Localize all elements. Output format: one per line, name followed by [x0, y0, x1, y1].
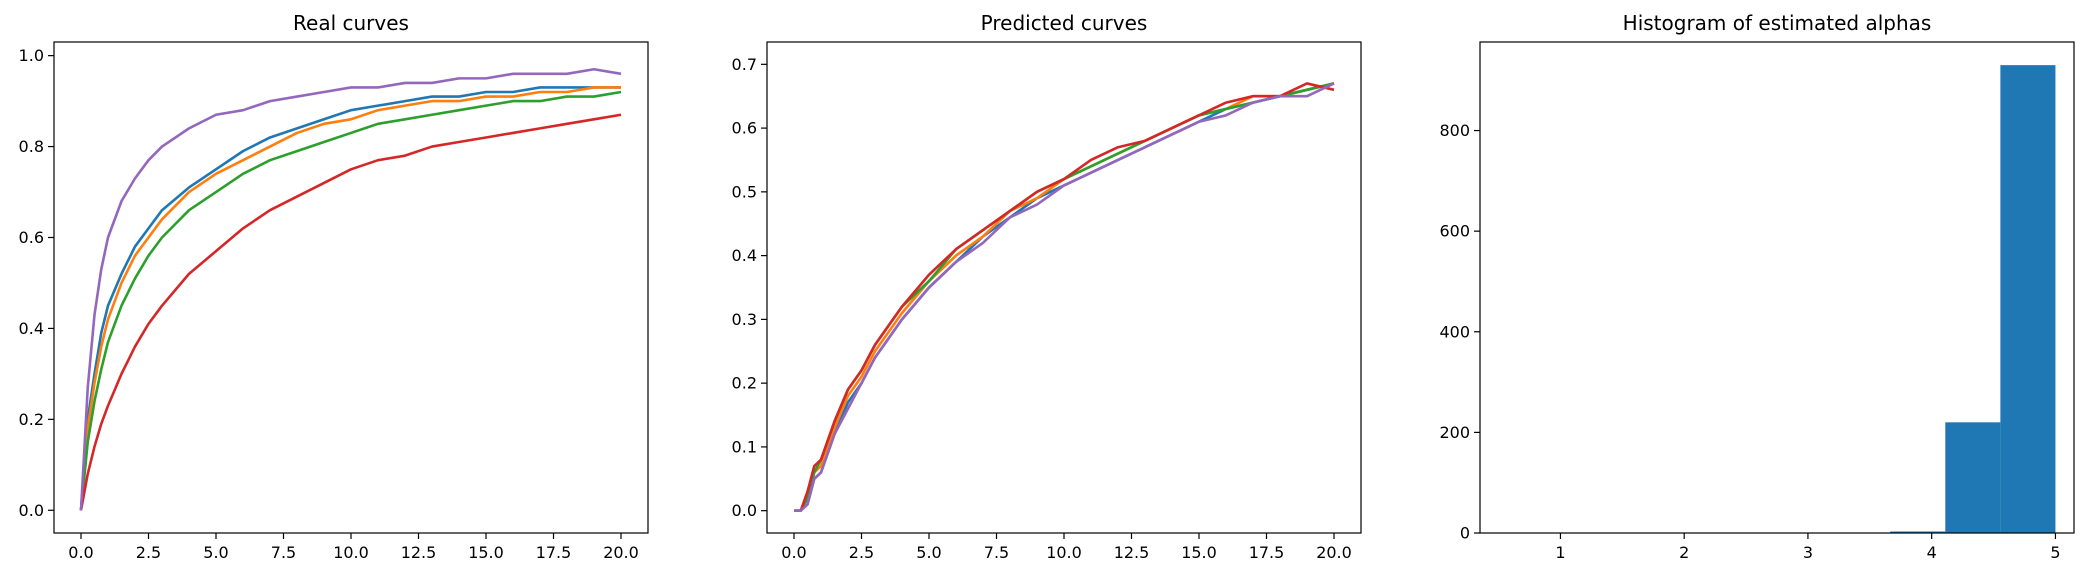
x-tick-label: 15.0: [468, 543, 504, 562]
x-tick-label: 3: [1803, 543, 1813, 562]
real-curves-series-orange-line: [79, 86, 621, 511]
x-tick-label: 15.0: [1181, 543, 1217, 562]
histogram-bar: [1890, 531, 1946, 533]
real-curves-series-purple-line: [79, 67, 622, 511]
x-tick-label: 5.0: [916, 543, 941, 562]
x-tick-label: 1: [1555, 543, 1565, 562]
x-tick-label: 7.5: [271, 543, 296, 562]
x-tick-label: 2: [1679, 543, 1689, 562]
x-tick-label: 0.0: [781, 543, 806, 562]
y-tick-label: 0.8: [19, 137, 44, 156]
histogram-bar: [1945, 422, 2001, 533]
predicted-curves-series-red-line: [794, 82, 1335, 512]
y-tick-label: 0.5: [732, 182, 757, 201]
real-curves-series-red-line: [79, 113, 622, 511]
y-tick-label: 0.4: [732, 246, 757, 265]
x-tick-label: 10.0: [1046, 543, 1082, 562]
y-tick-label: 0.7: [732, 55, 757, 74]
real-curves-plot-frame: [53, 41, 649, 534]
x-tick-label: 10.0: [333, 543, 369, 562]
x-tick-label: 5: [2050, 543, 2060, 562]
y-tick-label: 1.0: [19, 46, 44, 65]
real-curves-series-blue-line: [79, 86, 621, 511]
x-tick-label: 17.5: [1249, 543, 1285, 562]
histogram-bar: [2000, 65, 2056, 533]
y-tick-label: 800: [1439, 121, 1470, 140]
y-tick-label: 600: [1439, 222, 1470, 241]
x-tick-label: 2.5: [136, 543, 161, 562]
predicted-curves-series-orange-line: [794, 82, 1335, 512]
predicted-curves-series-purple-line: [794, 82, 1335, 512]
real-curves-panel: 0.0 2.5 5.0 7.5 10.0 12.5 15.0 17.5 20.0 0.0 0.2 0.…: [19, 11, 649, 562]
predicted-curves-panel: 0.0 2.5 5.0 7.5 10.0 12.5 15.0 17.5 20.0 0.0 0.1 0.…: [732, 11, 1362, 562]
predicted-curves-series-blue-line: [794, 82, 1335, 512]
predicted-curves-plot-frame: [766, 41, 1362, 534]
y-tick-label: 0.0: [19, 501, 44, 520]
x-tick-label: 12.5: [401, 543, 437, 562]
y-tick-label: 0.1: [732, 437, 757, 456]
y-tick-label: 0.3: [732, 310, 757, 329]
y-tick-label: 0.6: [732, 119, 757, 138]
y-tick-label: 400: [1439, 322, 1470, 341]
x-tick-label: 0.0: [68, 543, 93, 562]
x-tick-label: 20.0: [1316, 543, 1352, 562]
x-tick-label: 17.5: [536, 543, 572, 562]
y-tick-label: 0.4: [19, 319, 44, 338]
alpha-histogram-panel: 1 2 3 4 5 0 200 400 600 800 Histogram of estimated…: [1439, 11, 2075, 562]
x-tick-label: 5.0: [203, 543, 228, 562]
x-tick-label: 7.5: [984, 543, 1009, 562]
y-tick-label: 0: [1460, 524, 1470, 543]
y-tick-label: 0.6: [19, 228, 44, 247]
predicted-curves-series-green-line: [794, 82, 1335, 512]
real-curves-series-green-line: [79, 90, 622, 511]
x-tick-label: 20.0: [603, 543, 639, 562]
alpha-histogram-title: Histogram of estimated alphas: [1623, 11, 1932, 35]
predicted-curves-title: Predicted curves: [981, 11, 1148, 35]
alpha-histogram-plot-frame: [1479, 41, 2075, 534]
y-tick-label: 0.2: [732, 374, 757, 393]
y-tick-label: 0.2: [19, 410, 44, 429]
y-tick-label: 0.0: [732, 501, 757, 520]
y-tick-label: 200: [1439, 423, 1470, 442]
x-tick-label: 4: [1927, 543, 1937, 562]
x-tick-label: 2.5: [849, 543, 874, 562]
x-tick-label: 12.5: [1114, 543, 1150, 562]
real-curves-title: Real curves: [293, 11, 409, 35]
